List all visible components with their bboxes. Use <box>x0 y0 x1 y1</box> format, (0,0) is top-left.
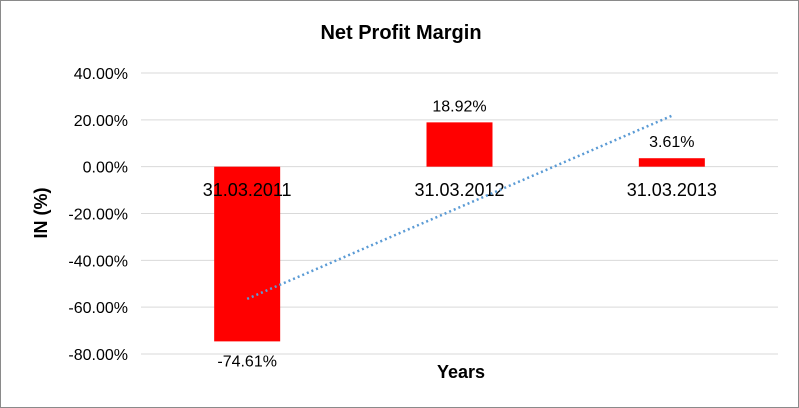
trendline-line <box>246 114 673 301</box>
y-tick-label: -20.00% <box>68 207 128 224</box>
y-tick-label: 0.00% <box>83 160 128 177</box>
category-label: 31.03.2012 <box>414 180 504 200</box>
category-label: 31.03.2011 <box>203 180 292 200</box>
y-tick-label: -80.00% <box>68 347 128 364</box>
bar <box>638 158 705 167</box>
category-label: 31.03.2013 <box>627 180 717 200</box>
data-label: -74.61% <box>217 353 277 370</box>
bar <box>214 166 281 342</box>
y-tick-label: 40.00% <box>74 66 128 83</box>
category-labels: 31.03.2011 31.03.2012 31.03.2013 <box>203 180 717 200</box>
y-tick-label: 20.00% <box>74 113 128 130</box>
data-label: 18.92% <box>432 98 486 115</box>
chart-title: Net Profit Margin <box>320 22 481 44</box>
y-axis-title: IN (%) <box>31 188 51 239</box>
data-label: 3.61% <box>649 134 694 151</box>
y-tick-label: -40.00% <box>68 253 128 270</box>
data-labels: -74.61% 18.92% 3.61% <box>217 98 694 370</box>
trendline <box>246 114 673 301</box>
y-tick-label: -60.00% <box>68 300 128 317</box>
bar <box>426 122 493 167</box>
x-axis-title: Years <box>437 362 485 382</box>
bars <box>214 122 705 342</box>
y-axis-ticks: 40.00% 20.00% 0.00% -20.00% -40.00% -60.00% -8… <box>68 66 128 364</box>
